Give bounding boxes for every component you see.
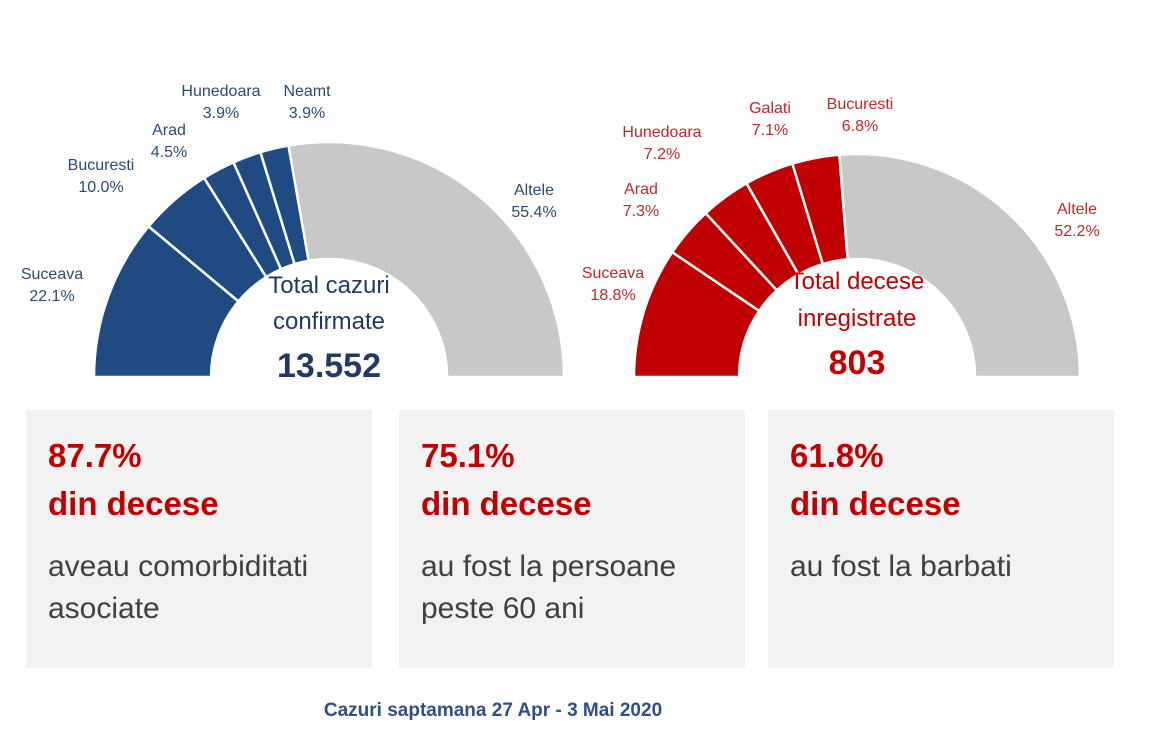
slice-value-suceava: 18.8% [590,287,635,304]
stat-description: au fost la persoane peste 60 ani [421,550,677,625]
slice-value-bucuresti: 10.0% [78,179,123,196]
slice-label-bucuresti: Bucuresti [68,157,135,174]
stat-percent: 75.1% [421,437,515,474]
stat-description: au fost la barbati [790,550,1012,583]
center-title-line: Total cazuri [268,272,389,299]
center-title-line: Total decese [790,268,925,295]
slice-label-suceava: Suceava [21,266,83,283]
slice-value-galati: 7.1% [752,122,788,139]
center-total-value: 803 [829,344,886,382]
slice-label-arad: Arad [624,181,658,198]
slice-value-bucuresti: 6.8% [842,118,878,135]
stat-card-men: 61.8% din decese au fost la barbati [768,410,1114,668]
footer-caption: Cazuri saptamana 27 Apr - 3 Mai 2020 [323,700,663,721]
slice-label-hunedoara: Hunedoara [181,83,260,100]
slice-label-hunedoara: Hunedoara [622,124,701,141]
slice-label-altele: Altele [514,182,554,199]
stat-percent: 87.7% [48,437,142,474]
center-title-line: confirmate [273,308,385,335]
slice-value-suceava: 22.1% [29,288,74,305]
center-title-line: inregistrate [798,305,917,332]
slice-value-altele: 55.4% [511,204,556,221]
stat-label: din decese [421,485,592,522]
slice-label-suceava: Suceava [582,265,644,282]
slice-label-galati: Galati [749,100,791,117]
stat-label: din decese [790,485,961,522]
slice-value-arad: 7.3% [623,203,659,220]
stat-card-comorbidities: 87.7% din decese aveau comorbiditati aso… [26,410,372,668]
slice-value-hunedoara: 7.2% [644,146,680,163]
center-total-value: 13.552 [277,347,381,385]
slice-altele [287,140,566,379]
deaths-chart: Suceava 18.8% Arad 7.3% Hunedoara 7.2% Galati 7… [582,96,1100,382]
slice-label-altele: Altele [1057,201,1097,218]
slice-value-altele: 52.2% [1054,223,1099,240]
slice-label-bucuresti: Bucuresti [827,96,894,113]
slice-label-neamt: Neamt [283,83,331,100]
slice-value-neamt: 3.9% [289,105,325,122]
charts-area: Suceava 22.1% Bucuresti 10.0% Arad 4.5% Hunedo… [21,83,1100,385]
slice-value-arad: 4.5% [151,144,187,161]
stat-label: din decese [48,485,219,522]
stat-description: aveau comorbiditati asociate [48,550,309,625]
stat-percent: 61.8% [790,437,884,474]
slice-value-hunedoara: 3.9% [203,105,239,122]
stat-card-age: 75.1% din decese au fost la persoane pes… [399,410,745,668]
confirmed-cases-chart: Suceava 22.1% Bucuresti 10.0% Arad 4.5% Hunedo… [21,83,566,385]
slice-label-arad: Arad [152,122,186,139]
slice-altele [838,152,1082,379]
